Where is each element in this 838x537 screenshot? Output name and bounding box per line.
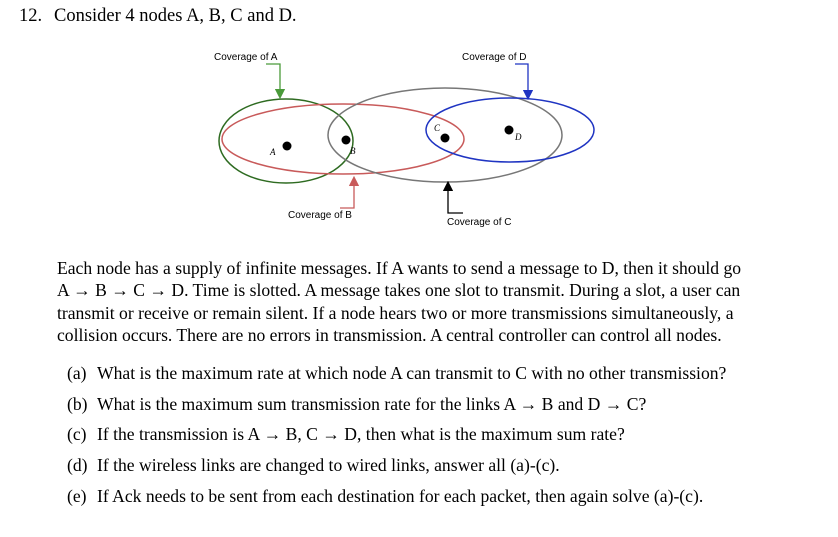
question-heading: 12. Consider 4 nodes A, B, C and D. <box>19 6 297 27</box>
node-d-label: D <box>514 132 522 142</box>
paragraph-line: transmit or receive or remain silent. If… <box>57 302 734 323</box>
coverage-d-arrow <box>515 63 534 101</box>
coverage-c-arrow <box>442 180 463 214</box>
subquestion-c: (c) If the transmission is A → B, C → D, … <box>67 424 625 445</box>
subquestion-label: (a) <box>67 363 87 383</box>
node-b-label: B <box>350 146 356 156</box>
subquestion-text: If the transmission is A → B, C → D, the… <box>97 424 625 444</box>
subquestion-d: (d) If the wireless links are changed to … <box>67 455 560 476</box>
question-number: 12. <box>19 6 43 26</box>
subquestion-text: What is the maximum rate at which node A… <box>97 363 727 383</box>
subquestion-e: (e) If Ack needs to be sent from each des… <box>67 486 703 507</box>
paragraph-line: Each node has a supply of infinite messa… <box>57 258 742 278</box>
problem-description: Each node has a supply of infinite messa… <box>57 257 792 347</box>
subquestion-label: (b) <box>67 394 88 414</box>
subquestion-a: (a) What is the maximum rate at which nod… <box>67 363 726 384</box>
node-b-dot <box>341 135 351 145</box>
question-intro: Consider 4 nodes A, B, C and D. <box>54 6 297 26</box>
paragraph-line: collision occurs. There are no errors in… <box>57 325 722 346</box>
node-a-label: A <box>269 147 276 157</box>
subquestion-b: (b) What is the maximum sum transmission … <box>67 394 646 415</box>
node-d-dot <box>504 125 514 135</box>
coverage-diagram: A B C D Coverage of A Coverage of D Cove… <box>214 52 595 228</box>
coverage-b-arrow <box>340 175 360 209</box>
coverage-d-ellipse <box>425 97 595 163</box>
node-c-dot <box>440 133 450 143</box>
coverage-a-ellipse <box>218 98 354 184</box>
coverage-a-label: Coverage of A <box>214 52 278 63</box>
coverage-b-ellipse <box>221 103 465 175</box>
coverage-a-arrow <box>266 63 286 100</box>
paragraph-line: A → B → C → D. Time is slotted. A messag… <box>57 280 741 301</box>
coverage-d-label: Coverage of D <box>462 52 526 63</box>
subquestion-text: What is the maximum sum transmission rat… <box>97 394 647 414</box>
subquestion-label: (e) <box>67 486 87 506</box>
subquestion-label: (d) <box>67 455 88 475</box>
subquestion-label: (c) <box>67 424 87 444</box>
subquestion-text: If the wireless links are changed to wir… <box>97 455 560 475</box>
coverage-c-label: Coverage of C <box>447 217 511 228</box>
node-c-label: C <box>434 123 441 133</box>
subquestion-text: If Ack needs to be sent from each destin… <box>97 486 704 506</box>
node-a-dot <box>282 141 292 151</box>
coverage-b-label: Coverage of B <box>288 210 352 221</box>
